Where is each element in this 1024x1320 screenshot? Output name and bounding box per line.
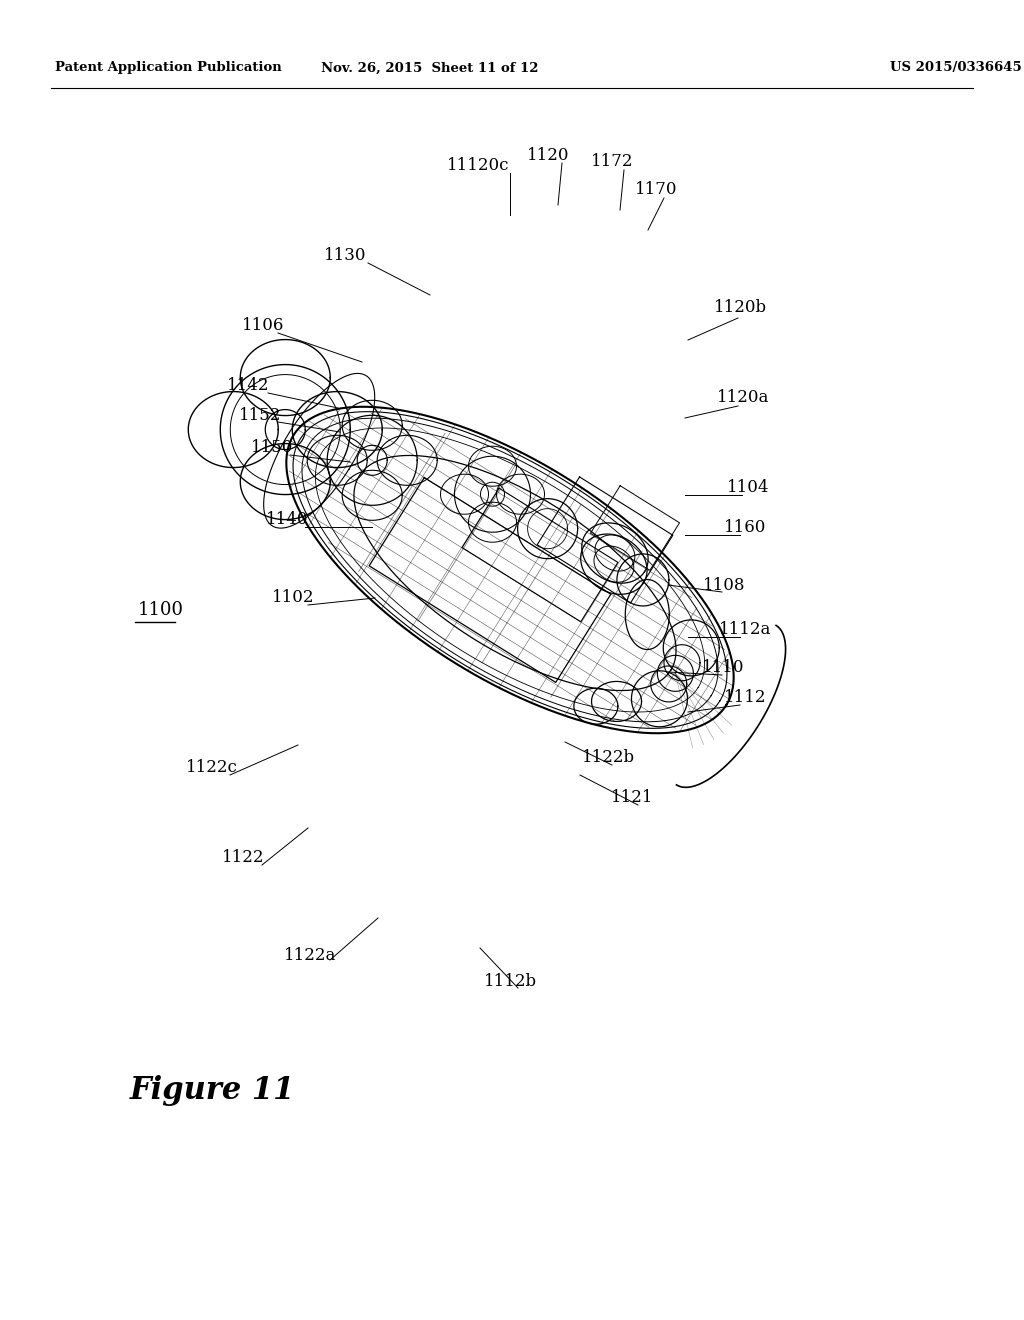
Text: 1121: 1121 bbox=[610, 789, 653, 807]
Text: 1104: 1104 bbox=[727, 479, 769, 496]
Text: 1122b: 1122b bbox=[582, 750, 635, 767]
Text: 1120b: 1120b bbox=[714, 300, 767, 317]
Text: Patent Application Publication: Patent Application Publication bbox=[55, 62, 282, 74]
Text: 1170: 1170 bbox=[635, 181, 677, 198]
Text: 1102: 1102 bbox=[271, 590, 314, 606]
Text: Figure 11: Figure 11 bbox=[130, 1074, 295, 1106]
Text: 1112b: 1112b bbox=[483, 974, 537, 990]
Text: 1130: 1130 bbox=[324, 247, 367, 264]
Text: 1106: 1106 bbox=[242, 317, 285, 334]
Text: 1108: 1108 bbox=[702, 577, 745, 594]
Text: 11120c: 11120c bbox=[446, 157, 509, 173]
Text: 1140: 1140 bbox=[266, 511, 308, 528]
Text: 1150: 1150 bbox=[251, 440, 293, 457]
Text: Nov. 26, 2015  Sheet 11 of 12: Nov. 26, 2015 Sheet 11 of 12 bbox=[322, 62, 539, 74]
Text: 1152: 1152 bbox=[239, 407, 282, 424]
Text: 1122c: 1122c bbox=[186, 759, 238, 776]
Text: 1112a: 1112a bbox=[719, 622, 771, 639]
Text: 1122a: 1122a bbox=[284, 946, 336, 964]
Text: 1172: 1172 bbox=[591, 153, 633, 170]
Text: 1120: 1120 bbox=[526, 147, 569, 164]
Text: US 2015/0336645 A1: US 2015/0336645 A1 bbox=[890, 62, 1024, 74]
Text: 1122: 1122 bbox=[222, 850, 264, 866]
Text: 1112: 1112 bbox=[724, 689, 766, 706]
Text: 1110: 1110 bbox=[701, 660, 744, 676]
Text: 1120a: 1120a bbox=[717, 389, 769, 407]
Text: 1100: 1100 bbox=[138, 601, 184, 619]
Text: 1142: 1142 bbox=[226, 376, 269, 393]
Text: 1160: 1160 bbox=[724, 520, 766, 536]
